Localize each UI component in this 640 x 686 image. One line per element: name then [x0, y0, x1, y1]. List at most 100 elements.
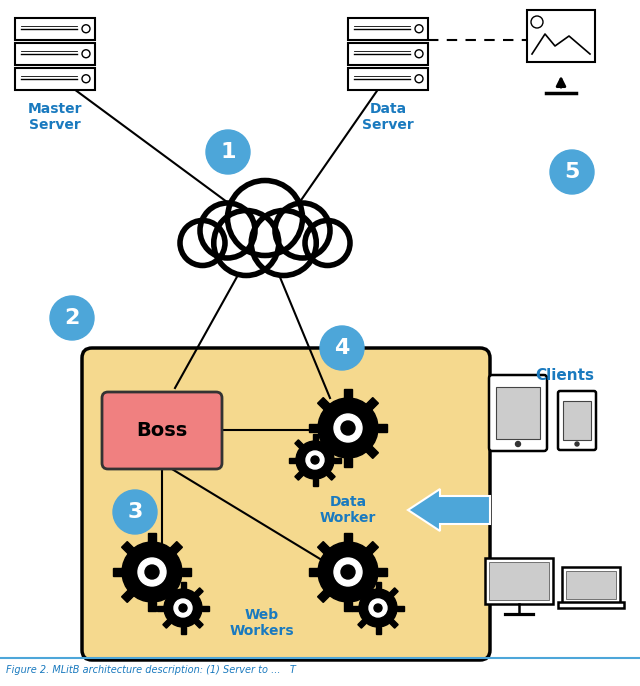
Text: 2: 2 — [64, 308, 80, 328]
Circle shape — [200, 203, 255, 258]
Circle shape — [341, 565, 355, 579]
Polygon shape — [317, 591, 330, 602]
FancyBboxPatch shape — [489, 562, 549, 600]
Polygon shape — [295, 440, 303, 449]
Circle shape — [320, 326, 364, 370]
Polygon shape — [170, 591, 182, 602]
Polygon shape — [295, 472, 303, 480]
Polygon shape — [334, 458, 341, 462]
Text: Figure 2. MLitB architecture description: (1) Server to ...   T: Figure 2. MLitB architecture description… — [6, 665, 296, 675]
Polygon shape — [378, 424, 387, 432]
FancyBboxPatch shape — [489, 375, 547, 451]
Text: Data
Worker: Data Worker — [320, 495, 376, 525]
Polygon shape — [309, 424, 318, 432]
Polygon shape — [358, 619, 366, 628]
Circle shape — [305, 220, 350, 265]
Polygon shape — [344, 458, 352, 467]
Polygon shape — [309, 568, 318, 576]
Polygon shape — [122, 591, 134, 602]
FancyBboxPatch shape — [558, 602, 624, 608]
FancyBboxPatch shape — [485, 558, 553, 604]
Circle shape — [374, 604, 382, 612]
Polygon shape — [170, 541, 182, 554]
Circle shape — [164, 589, 202, 627]
Polygon shape — [317, 447, 330, 458]
Polygon shape — [180, 627, 186, 634]
Circle shape — [82, 75, 90, 83]
Polygon shape — [195, 619, 203, 628]
Circle shape — [50, 296, 94, 340]
Polygon shape — [358, 588, 366, 596]
Polygon shape — [344, 533, 352, 542]
Circle shape — [311, 456, 319, 464]
Polygon shape — [195, 588, 203, 596]
Text: Clients: Clients — [536, 368, 595, 383]
Circle shape — [138, 558, 166, 586]
Text: 4: 4 — [334, 338, 349, 358]
Polygon shape — [344, 602, 352, 611]
Polygon shape — [157, 606, 164, 611]
Text: 5: 5 — [564, 162, 580, 182]
Circle shape — [341, 421, 355, 435]
FancyBboxPatch shape — [15, 43, 95, 65]
Circle shape — [145, 565, 159, 579]
Text: 1: 1 — [220, 142, 236, 162]
Circle shape — [550, 150, 594, 194]
FancyBboxPatch shape — [558, 391, 596, 450]
Polygon shape — [390, 619, 398, 628]
Circle shape — [275, 203, 330, 258]
FancyBboxPatch shape — [496, 387, 540, 439]
Polygon shape — [326, 472, 335, 480]
Circle shape — [180, 220, 225, 265]
FancyBboxPatch shape — [15, 67, 95, 90]
Polygon shape — [390, 588, 398, 596]
Polygon shape — [397, 606, 404, 611]
Polygon shape — [202, 606, 209, 611]
Text: Web
Workers: Web Workers — [230, 608, 294, 638]
Polygon shape — [366, 398, 378, 410]
Circle shape — [296, 441, 334, 479]
Polygon shape — [163, 619, 172, 628]
Polygon shape — [148, 602, 156, 611]
Polygon shape — [317, 541, 330, 554]
Polygon shape — [180, 582, 186, 589]
Polygon shape — [378, 568, 387, 576]
Polygon shape — [182, 568, 191, 576]
Polygon shape — [289, 458, 296, 462]
Circle shape — [82, 50, 90, 58]
Polygon shape — [366, 447, 378, 458]
FancyBboxPatch shape — [348, 43, 428, 65]
Text: 3: 3 — [127, 502, 143, 522]
Polygon shape — [326, 440, 335, 449]
Polygon shape — [376, 582, 381, 589]
Circle shape — [334, 558, 362, 586]
Polygon shape — [376, 627, 381, 634]
Circle shape — [82, 25, 90, 33]
FancyBboxPatch shape — [566, 571, 616, 599]
Polygon shape — [317, 398, 330, 410]
Circle shape — [252, 211, 316, 276]
FancyBboxPatch shape — [82, 348, 490, 660]
Circle shape — [575, 442, 579, 446]
Circle shape — [122, 542, 182, 602]
Circle shape — [179, 604, 187, 612]
FancyBboxPatch shape — [527, 10, 595, 62]
Circle shape — [531, 16, 543, 28]
FancyBboxPatch shape — [348, 18, 428, 40]
FancyArrow shape — [408, 489, 490, 531]
Polygon shape — [113, 568, 122, 576]
Polygon shape — [312, 479, 317, 486]
Polygon shape — [352, 606, 359, 611]
Circle shape — [318, 542, 378, 602]
Circle shape — [415, 25, 423, 33]
FancyBboxPatch shape — [102, 392, 222, 469]
Circle shape — [415, 50, 423, 58]
Circle shape — [334, 414, 362, 442]
Polygon shape — [366, 591, 378, 602]
Circle shape — [369, 599, 387, 617]
Circle shape — [214, 211, 279, 276]
Text: Data
Server: Data Server — [362, 102, 414, 132]
Circle shape — [515, 442, 520, 447]
FancyBboxPatch shape — [563, 401, 591, 440]
Circle shape — [415, 75, 423, 83]
